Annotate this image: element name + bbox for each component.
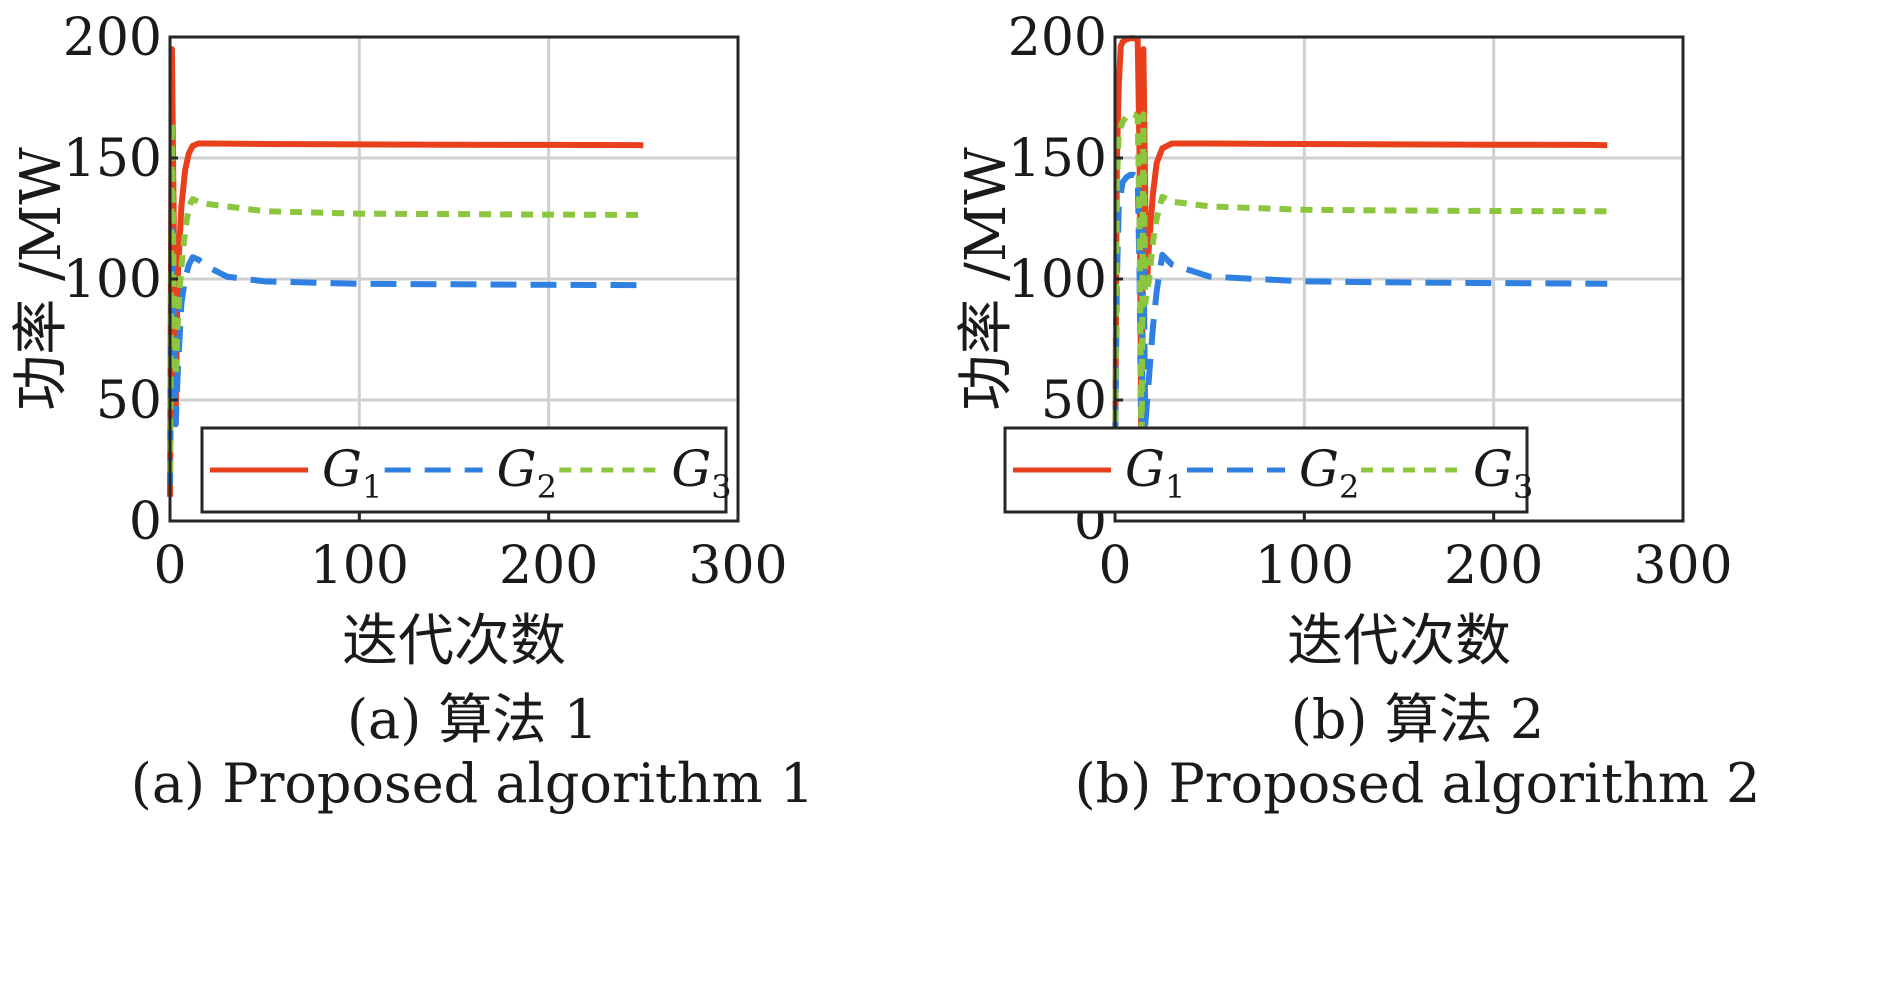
y-tick-label: 150 [63,129,162,189]
x-tick-label: 0 [153,536,186,596]
y-tick-label: 50 [1041,371,1107,431]
x-tick-label: 0 [1098,536,1131,596]
x-axis-label: 迭代次数 [342,609,566,674]
legend-label-g1: G1 [322,440,382,506]
caption-cn-a: (a) 算法 1 [346,688,598,751]
y-tick-label: 200 [63,8,162,68]
legend: G1 G2 G3 [1003,426,1533,514]
x-tick-label: 200 [499,536,598,596]
y-tick-label: 0 [129,492,162,552]
caption-en-a: (a) Proposed algorithm 1 [130,752,815,815]
legend: G1 G2 G3 [200,426,732,514]
series-line-g3 [1112,111,1608,485]
series-line-g2 [1112,171,1608,476]
series-line-g1 [1112,35,1608,500]
x-tick-label: 300 [688,536,787,596]
panel-b: 0 100 200 300 0 50 100 150 200 迭代次数 功率 /MW G1 G2 G3 (… [945,0,1890,984]
x-tick-label: 100 [1255,536,1354,596]
series-line-g2 [167,227,644,485]
x-tick-label: 300 [1633,536,1732,596]
caption-en-b: (b) Proposed algorithm 2 [1074,752,1761,815]
legend-label-g3: G3 [671,440,731,506]
y-tick-label: 50 [96,371,162,431]
legend-label-g1: G1 [1125,440,1185,506]
series-line-g3 [167,118,644,473]
y-axis-label: 功率 /MW [9,147,74,411]
x-tick-label: 200 [1444,536,1543,596]
caption-cn-b: (b) 算法 2 [1290,688,1545,751]
y-tick-label: 100 [63,250,162,310]
y-tick-label: 200 [1008,8,1107,68]
chart-a: 0 100 200 300 0 50 100 150 200 迭代次数 功率 /MW G1 G2 G3 [9,8,788,674]
panel-a: 0 100 200 300 0 50 100 150 200 迭代次数 功率 /MW G1 G2 G3 (… [9,8,815,815]
y-axis-label: 功率 /MW [954,147,1019,411]
y-tick-label: 150 [1008,129,1107,189]
x-tick-label: 100 [310,536,409,596]
x-axis-label: 迭代次数 [1287,609,1511,674]
y-tick-label: 100 [1008,250,1107,310]
